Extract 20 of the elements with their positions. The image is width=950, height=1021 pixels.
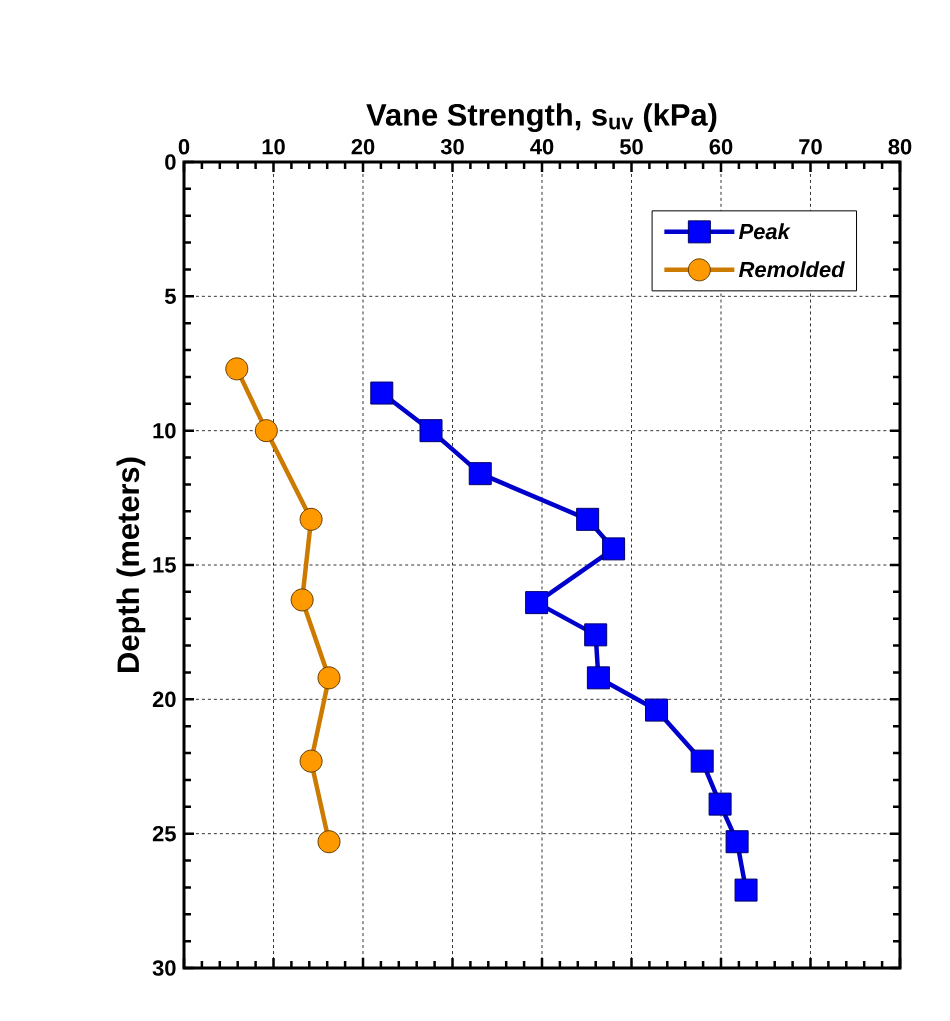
y-tick-label: 10 bbox=[153, 422, 176, 439]
x-tick-label: 80 bbox=[888, 138, 912, 155]
x-tick-label: 30 bbox=[440, 138, 464, 155]
x-tick-label: 60 bbox=[709, 138, 733, 155]
x-tick-label: 40 bbox=[530, 138, 554, 155]
x-tick-label: 50 bbox=[619, 138, 643, 155]
x-tick-label: 20 bbox=[351, 138, 375, 155]
y-tick-label: 15 bbox=[153, 557, 176, 573]
y-tick-label: 25 bbox=[152, 825, 176, 842]
legend-label: Remolded bbox=[738, 261, 845, 278]
x-tick-label: 10 bbox=[262, 138, 285, 155]
y-tick-label: 5 bbox=[164, 288, 176, 304]
y-axis-title: Depth (meters) bbox=[116, 457, 146, 672]
legend-label: Peak bbox=[738, 223, 791, 240]
y-tick-label: 0 bbox=[165, 154, 176, 170]
x-tick-label: 0 bbox=[178, 138, 190, 155]
x-tick-label: 70 bbox=[799, 138, 822, 155]
x-axis-title: Vane Strength, s$_{uv}$ (kPa) bbox=[366, 103, 717, 133]
y-tick-label: 20 bbox=[152, 691, 176, 708]
y-tick-label: 30 bbox=[152, 960, 176, 976]
